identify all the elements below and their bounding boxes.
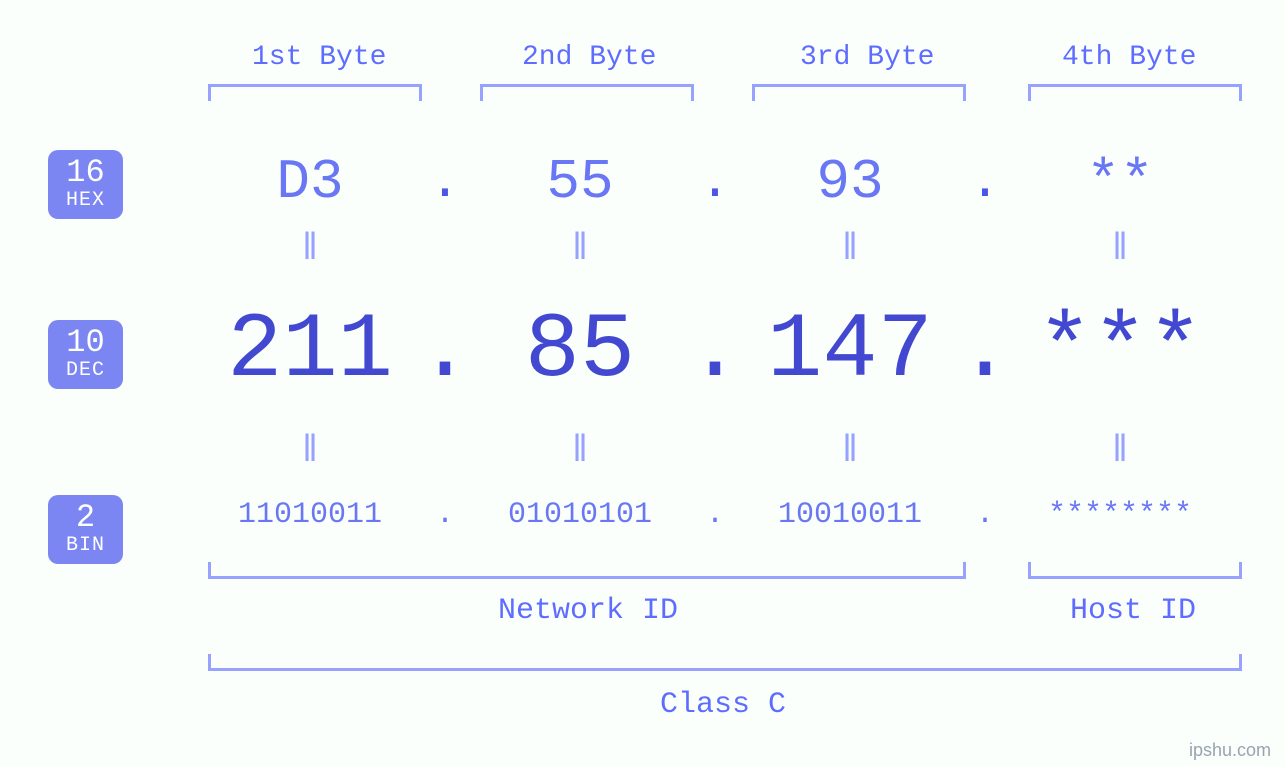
bin-byte-1: 11010011 xyxy=(190,498,430,532)
eq-2-2: ǁ xyxy=(475,430,685,473)
dec-byte-3: 147 xyxy=(745,298,955,403)
base-badge-hex: 16 HEX xyxy=(48,150,123,219)
byte-bracket-4 xyxy=(1028,84,1242,101)
base-badge-hex-label: HEX xyxy=(48,190,123,211)
byte-bracket-3 xyxy=(752,84,966,101)
dec-dot-1: . xyxy=(415,298,475,403)
hex-dot-3: . xyxy=(955,153,1015,212)
dec-dot-3: . xyxy=(955,298,1015,403)
eq-1-4: ǁ xyxy=(1015,228,1225,271)
base-badge-dec: 10 DEC xyxy=(48,320,123,389)
base-badge-dec-num: 10 xyxy=(48,326,123,360)
host-id-label: Host ID xyxy=(1070,594,1196,628)
network-id-bracket xyxy=(208,562,966,579)
dec-row: 211 . 85 . 147 . *** xyxy=(205,298,1225,403)
byte-bracket-2 xyxy=(480,84,694,101)
ip-bases-diagram: 1st Byte 2nd Byte 3rd Byte 4th Byte 16 H… xyxy=(0,0,1285,767)
eq-2-4: ǁ xyxy=(1015,430,1225,473)
bin-dot-3: . xyxy=(970,498,1000,532)
base-badge-bin: 2 BIN xyxy=(48,495,123,564)
bin-byte-2: 01010101 xyxy=(460,498,700,532)
bin-byte-4: ******** xyxy=(1000,498,1240,532)
dec-dot-2: . xyxy=(685,298,745,403)
eq-2-1: ǁ xyxy=(205,430,415,473)
watermark: ipshu.com xyxy=(1189,740,1271,761)
byte-header-3: 3rd Byte xyxy=(800,42,934,73)
bin-dot-1: . xyxy=(430,498,460,532)
base-badge-bin-num: 2 xyxy=(48,501,123,535)
base-badge-dec-label: DEC xyxy=(48,360,123,381)
hex-byte-3: 93 xyxy=(745,150,955,214)
eq-row-1: ǁ ǁ ǁ ǁ xyxy=(205,228,1225,271)
eq-1-2: ǁ xyxy=(475,228,685,271)
byte-header-4: 4th Byte xyxy=(1062,42,1196,73)
dec-byte-2: 85 xyxy=(475,298,685,403)
base-badge-hex-num: 16 xyxy=(48,156,123,190)
class-bracket xyxy=(208,654,1242,671)
hex-byte-1: D3 xyxy=(205,150,415,214)
dec-byte-4: *** xyxy=(1015,298,1225,403)
byte-header-2: 2nd Byte xyxy=(522,42,656,73)
hex-row: D3 . 55 . 93 . ** xyxy=(205,150,1225,214)
eq-1-3: ǁ xyxy=(745,228,955,271)
base-badge-bin-label: BIN xyxy=(48,535,123,556)
hex-dot-1: . xyxy=(415,153,475,212)
hex-byte-4: ** xyxy=(1015,150,1225,214)
bin-dot-2: . xyxy=(700,498,730,532)
dec-byte-1: 211 xyxy=(205,298,415,403)
eq-1-1: ǁ xyxy=(205,228,415,271)
network-id-label: Network ID xyxy=(498,594,678,628)
host-id-bracket xyxy=(1028,562,1242,579)
bin-row: 11010011 . 01010101 . 10010011 . *******… xyxy=(190,498,1240,532)
byte-bracket-1 xyxy=(208,84,422,101)
bin-byte-3: 10010011 xyxy=(730,498,970,532)
byte-header-1: 1st Byte xyxy=(252,42,386,73)
class-label: Class C xyxy=(660,688,786,722)
hex-byte-2: 55 xyxy=(475,150,685,214)
hex-dot-2: . xyxy=(685,153,745,212)
eq-row-2: ǁ ǁ ǁ ǁ xyxy=(205,430,1225,473)
eq-2-3: ǁ xyxy=(745,430,955,473)
